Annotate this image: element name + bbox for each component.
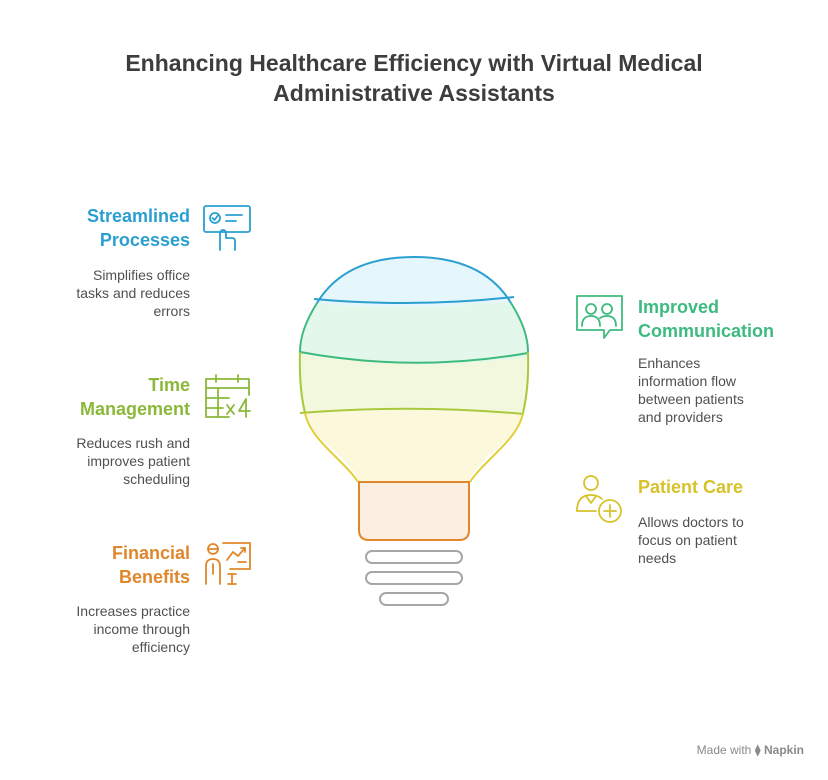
bulb-base-financial	[358, 481, 470, 541]
time-description: Reduces rush and improves patient schedu…	[76, 435, 190, 487]
made-with-label: Made with	[696, 743, 752, 757]
calendar-x4-icon	[205, 374, 251, 418]
financial-heading: Financial Benefits	[111, 543, 190, 587]
title-line-2: Administrative Assistants	[273, 80, 555, 106]
bulb-thread-3	[379, 592, 449, 606]
napkin-logo-icon: ⧫	[754, 743, 761, 757]
made-with-footer[interactable]: Made with ⧫ Napkin	[697, 743, 804, 757]
patient-heading: Patient Care	[638, 477, 744, 497]
diagram-title: Enhancing Healthcare Efficiency with Vir…	[0, 48, 828, 108]
patient-description: Allows doctors to focus on patient needs	[638, 514, 744, 566]
presenter-chart-icon	[205, 542, 251, 585]
financial-description: Increases practice income through effici…	[76, 603, 190, 655]
time-heading: Time Management	[79, 375, 190, 419]
streamlined-description: Simplifies office tasks and reduces erro…	[76, 267, 190, 319]
bulb-thread-2	[365, 571, 463, 585]
bulb-segment-time	[298, 350, 530, 414]
title-line-1: Enhancing Healthcare Efficiency with Vir…	[125, 50, 703, 76]
communication-description: Enhances information flow between patien…	[638, 355, 744, 425]
streamlined-heading: Streamlined Processes	[86, 206, 190, 250]
checklist-hand-icon	[203, 205, 251, 251]
people-chat-icon	[576, 295, 623, 339]
bulb-segment-communication	[298, 297, 530, 365]
bulb-thread-1	[365, 550, 463, 564]
communication-heading: Improved Communication	[638, 297, 775, 341]
napkin-brand: Napkin	[763, 743, 804, 757]
doctor-plus-icon	[576, 475, 622, 523]
